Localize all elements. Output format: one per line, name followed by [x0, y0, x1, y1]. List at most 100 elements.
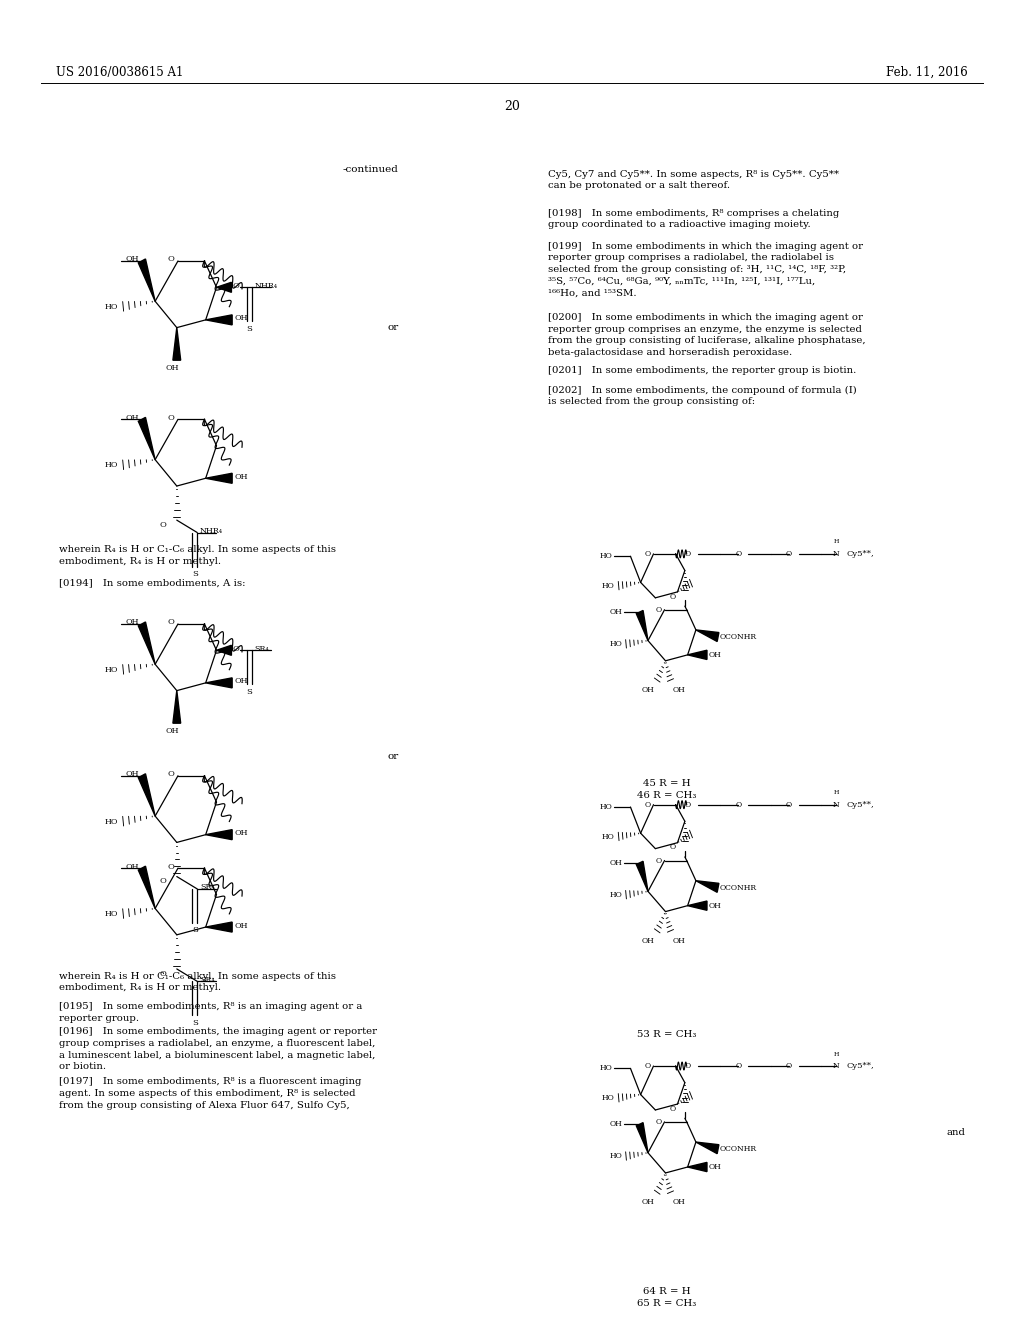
Text: [0199] In some embodiments in which the imaging agent or
reporter group comprise: [0199] In some embodiments in which the …: [548, 242, 863, 298]
Polygon shape: [688, 651, 707, 660]
Text: O: O: [232, 281, 240, 290]
Text: 53 R = CH₃: 53 R = CH₃: [637, 1030, 696, 1039]
Text: S: S: [247, 325, 252, 333]
Text: O: O: [168, 862, 174, 871]
Text: OH: OH: [642, 685, 654, 694]
Polygon shape: [138, 259, 156, 301]
Text: OCONHR: OCONHR: [720, 1146, 757, 1154]
Polygon shape: [696, 880, 719, 892]
Text: wherein R₄ is H or C₁-C₆ alkyl. In some aspects of this
embodiment, R₄ is H or m: wherein R₄ is H or C₁-C₆ alkyl. In some …: [59, 972, 337, 993]
Text: O: O: [645, 801, 651, 809]
Text: [0198] In some embodiments, R⁸ comprises a chelating
group coordinated to a radi: [0198] In some embodiments, R⁸ comprises…: [548, 209, 839, 230]
Polygon shape: [173, 327, 180, 360]
Text: O: O: [645, 1063, 651, 1071]
Text: OH: OH: [709, 902, 721, 909]
Text: O: O: [786, 1063, 792, 1071]
Text: O: O: [685, 801, 690, 809]
Text: OH: OH: [234, 921, 248, 929]
Polygon shape: [688, 1163, 707, 1172]
Text: OH: OH: [609, 609, 623, 616]
Text: -continued: -continued: [343, 165, 399, 174]
Polygon shape: [138, 774, 156, 816]
Polygon shape: [636, 1122, 648, 1152]
Text: OH: OH: [709, 651, 721, 659]
Text: O: O: [655, 857, 662, 865]
Polygon shape: [636, 861, 648, 891]
Text: HO: HO: [599, 1064, 612, 1072]
Text: H: H: [834, 791, 839, 795]
Text: H: H: [834, 540, 839, 544]
Text: or: or: [387, 752, 398, 762]
Text: OH: OH: [609, 1121, 623, 1129]
Text: HO: HO: [104, 461, 118, 469]
Text: OH: OH: [673, 1199, 686, 1206]
Text: [0195] In some embodiments, R⁸ is an imaging agent or a
reporter group.: [0195] In some embodiments, R⁸ is an ima…: [59, 1002, 362, 1023]
Text: US 2016/0038615 A1: US 2016/0038615 A1: [56, 66, 183, 79]
Text: HO: HO: [602, 833, 614, 841]
Text: OCONHR: OCONHR: [720, 634, 757, 642]
Text: 64 R = H
65 R = CH₃: 64 R = H 65 R = CH₃: [637, 1287, 696, 1308]
Text: OH: OH: [126, 255, 139, 264]
Text: Cy5**,: Cy5**,: [846, 1063, 873, 1071]
Polygon shape: [696, 630, 719, 642]
Text: SR₄: SR₄: [255, 644, 269, 653]
Text: O: O: [735, 801, 741, 809]
Text: OH: OH: [642, 1199, 654, 1206]
Text: [0201] In some embodiments, the reporter group is biotin.: [0201] In some embodiments, the reporter…: [548, 366, 856, 375]
Text: HO: HO: [609, 640, 623, 648]
Text: OH: OH: [673, 937, 686, 945]
Text: HO: HO: [599, 803, 612, 810]
Text: O: O: [735, 550, 741, 558]
Text: S: S: [191, 1019, 198, 1027]
Text: or: or: [387, 323, 398, 333]
Text: N: N: [833, 550, 840, 558]
Text: [0202] In some embodiments, the compound of formula (I)
is selected from the gro: [0202] In some embodiments, the compound…: [548, 385, 857, 407]
Text: O: O: [159, 878, 166, 886]
Text: O: O: [168, 255, 174, 264]
Text: wherein R₄ is H or C₁-C₆ alkyl. In some aspects of this
embodiment, R₄ is H or m: wherein R₄ is H or C₁-C₆ alkyl. In some …: [59, 545, 337, 566]
Text: O: O: [735, 1063, 741, 1071]
Text: O: O: [685, 1063, 690, 1071]
Polygon shape: [173, 690, 180, 723]
Text: OCONHR: OCONHR: [720, 884, 757, 892]
Text: OH: OH: [126, 770, 139, 779]
Text: S: S: [247, 688, 252, 696]
Text: HO: HO: [602, 582, 614, 590]
Text: [0196] In some embodiments, the imaging agent or reporter
group comprises a radi: [0196] In some embodiments, the imaging …: [59, 1027, 378, 1072]
Polygon shape: [206, 474, 232, 483]
Text: HO: HO: [104, 665, 118, 673]
Text: HO: HO: [599, 552, 612, 560]
Text: O: O: [645, 550, 651, 558]
Text: O: O: [685, 550, 690, 558]
Text: OH: OH: [642, 937, 654, 945]
Text: OH: OH: [709, 1163, 721, 1171]
Text: and: and: [947, 1129, 966, 1137]
Text: Cy5**,: Cy5**,: [846, 801, 873, 809]
Polygon shape: [138, 622, 156, 664]
Polygon shape: [696, 1142, 719, 1154]
Text: O: O: [655, 1118, 662, 1126]
Polygon shape: [138, 866, 156, 908]
Text: SR₄: SR₄: [200, 883, 215, 891]
Text: HO: HO: [104, 909, 118, 917]
Text: OH: OH: [126, 862, 139, 871]
Polygon shape: [206, 923, 232, 932]
Text: O: O: [168, 770, 174, 779]
Text: HO: HO: [602, 1094, 614, 1102]
Text: OH: OH: [126, 618, 139, 627]
Text: O: O: [159, 970, 166, 978]
Text: O: O: [159, 521, 166, 529]
Polygon shape: [206, 678, 232, 688]
Text: OH: OH: [234, 473, 248, 480]
Polygon shape: [206, 830, 232, 840]
Text: SR₄: SR₄: [200, 975, 215, 983]
Text: NHR₄: NHR₄: [200, 527, 223, 535]
Polygon shape: [688, 902, 707, 911]
Polygon shape: [216, 282, 231, 292]
Text: [0200] In some embodiments in which the imaging agent or
reporter group comprise: [0200] In some embodiments in which the …: [548, 313, 865, 358]
Text: HO: HO: [104, 302, 118, 310]
Text: H: H: [834, 1052, 839, 1056]
Text: OH: OH: [234, 314, 248, 322]
Text: NHR₄: NHR₄: [255, 281, 278, 290]
Polygon shape: [138, 417, 156, 459]
